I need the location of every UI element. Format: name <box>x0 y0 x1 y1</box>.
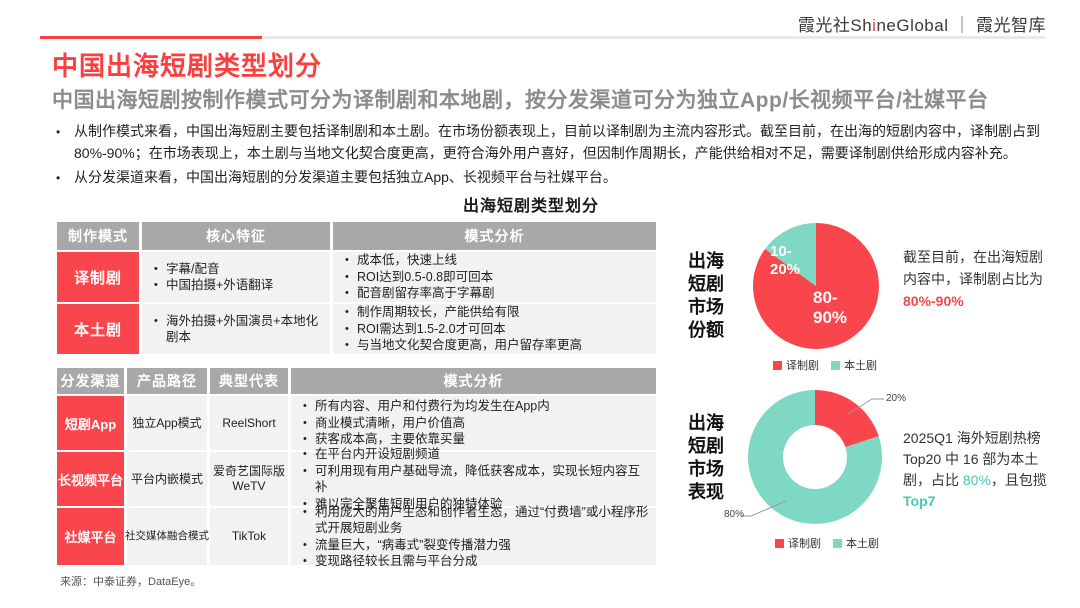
leader-line-20 <box>847 398 884 415</box>
row-label-drama-app: 短剧App <box>57 396 124 450</box>
feature-item: 字幕/配音 <box>154 261 326 278</box>
analysis-item: 获客成本高，主要依靠买量 <box>303 431 652 448</box>
donut-chart-title: 出海短剧市场表现 <box>688 413 724 502</box>
annotation-text: 截至目前，在出海短剧 内容中，译制剧占比为 <box>903 249 1043 287</box>
analysis-cell: 制作周期较长，产能供给有限 ROI需达到1.5-2.0才可回本 与当地文化契合度… <box>333 304 656 354</box>
legend-swatch-teal <box>831 360 840 370</box>
row-label-translated-drama: 译制剧 <box>57 252 139 302</box>
product-path-cell: 社交媒体融合模式 <box>125 508 209 565</box>
analysis-item: 制作周期较长，产能供给有限 <box>345 304 652 321</box>
annotation-highlight-red: 80%-90% <box>903 293 964 309</box>
analysis-item: 所有内容、用户和付费行为均发生在App内 <box>303 398 652 415</box>
analysis-cell: 所有内容、用户和付费行为均发生在App内 商业模式清晰，用户价值高 获客成本高，… <box>291 396 656 450</box>
pie-annotation: 截至目前，在出海短剧 内容中，译制剧占比为 80%-90% <box>903 246 1063 312</box>
product-path-cell: 独立App模式 <box>127 396 207 450</box>
legend-item-local: 本土剧 <box>833 535 879 551</box>
row-label-social-media-platform: 社媒平台 <box>57 508 124 565</box>
analysis-item: 利用庞大的用户生态和创作者生态，通过“付费墙”或小程序形式开展短剧业务 <box>303 504 652 537</box>
row-label-local-drama: 本土剧 <box>57 304 139 354</box>
bullet-distribution-channel: • 从分发渠道来看，中国出海短剧的分发渠道主要包括独立App、长视频平台与社媒平… <box>56 166 1046 189</box>
production-mode-table: 制作模式 核心特征 模式分析 译制剧 字幕/配音 中国拍摄+外语翻译 成本低，快… <box>57 222 656 354</box>
page-subtitle: 中国出海短剧按制作模式可分为译制剧和本地剧，按分发渠道可分为独立App/长视频平… <box>52 89 989 112</box>
legend-swatch-teal <box>833 538 842 548</box>
bullet-production-mode: • 从制作模式来看，中国出海短剧主要包括译制剧和本土剧。在市场份额表现上，目前以… <box>56 120 1046 164</box>
bullet-dot: • <box>56 125 61 139</box>
donut-legend: 译制剧 本土剧 <box>775 535 879 551</box>
pie-chart-title: 出海短剧市场份额 <box>688 251 724 340</box>
source-note: 来源：中泰证券，DataEye。 <box>60 576 202 588</box>
divider-accent <box>40 36 262 39</box>
logo-separator: ｜ <box>953 16 971 35</box>
annotation-text: 2025Q1 海外短剧热榜 Top20 中 16 部为本土 剧，占比 <box>903 430 1041 488</box>
header-divider <box>40 36 1045 39</box>
annotation-highlight-teal: 80% <box>962 472 991 488</box>
leader-line-80 <box>741 500 787 517</box>
feature-item: 海外拍摄+外国演员+本地化剧本 <box>154 313 326 346</box>
legend-swatch-red <box>773 360 782 370</box>
bullet-dot: • <box>56 171 61 185</box>
analysis-item: 与当地文化契合度更高，用户留存率更高 <box>345 337 652 354</box>
pie-slice-label-local: 10-20% <box>770 243 801 278</box>
feature-item: 中国拍摄+外语翻译 <box>154 277 326 294</box>
analysis-cell: 利用庞大的用户生态和创作者生态，通过“付费墙”或小程序形式开展短剧业务 流量巨大… <box>291 504 656 569</box>
representative-cell: TikTok <box>210 508 288 565</box>
logo-prefix: 霞光社Sh <box>797 16 873 35</box>
representative-cell: 爱奇艺国际版 WeTV <box>210 452 288 506</box>
legend-label: 本土剧 <box>844 360 877 372</box>
logo-middle: neGlobal <box>876 16 949 35</box>
legend-item-translated: 译制剧 <box>773 357 819 373</box>
column-header: 核心特征 <box>142 222 330 250</box>
analysis-item: 配音剧留存率高于字幕剧 <box>345 285 652 302</box>
row-label-long-video-platform: 长视频平台 <box>57 452 124 506</box>
annotation-text: ，且包揽 <box>990 472 1047 488</box>
product-path-cell: 平台内嵌模式 <box>127 452 207 506</box>
legend-item-local: 本土剧 <box>831 357 877 373</box>
intro-bullets: • 从制作模式来看，中国出海短剧主要包括译制剧和本土剧。在市场份额表现上，目前以… <box>56 120 1046 191</box>
features-cell: 字幕/配音 中国拍摄+外语翻译 <box>142 252 330 302</box>
representative-cell: ReelShort <box>210 396 288 450</box>
legend-item-translated: 译制剧 <box>775 535 821 551</box>
legend-label: 译制剧 <box>786 360 819 372</box>
analysis-item: ROI达到0.5-0.8即可回本 <box>345 269 652 286</box>
analysis-item: 商业模式清晰，用户价值高 <box>303 415 652 432</box>
analysis-cell: 在平台内开设短剧频道 可利用现有用户基础导流，降低获客成本，实现长短内容互补 难… <box>291 446 656 512</box>
annotation-highlight-top7: Top7 <box>903 493 936 509</box>
donut-annotation: 2025Q1 海外短剧热榜 Top20 中 16 部为本土 剧，占比 80%，且… <box>903 428 1063 512</box>
market-performance-donut-chart <box>741 390 884 524</box>
column-header: 分发渠道 <box>57 368 124 394</box>
legend-swatch-red <box>775 538 784 548</box>
column-header: 模式分析 <box>291 368 656 394</box>
pie-legend: 译制剧 本土剧 <box>773 357 877 373</box>
legend-label: 译制剧 <box>788 538 821 550</box>
analysis-cell: 成本低，快速上线 ROI达到0.5-0.8即可回本 配音剧留存率高于字幕剧 <box>333 252 656 302</box>
analysis-item: 成本低，快速上线 <box>345 252 652 269</box>
logo-accent: i <box>872 16 877 35</box>
column-header: 制作模式 <box>57 222 139 250</box>
analysis-item: 可利用现有用户基础导流，降低获客成本，实现长短内容互补 <box>303 463 652 496</box>
analysis-item: ROI需达到1.5-2.0才可回本 <box>345 321 652 338</box>
column-header: 典型代表 <box>210 368 288 394</box>
bullet-text: 从制作模式来看，中国出海短剧主要包括译制剧和本土剧。在市场份额表现上，目前以译制… <box>74 123 1040 161</box>
features-cell: 海外拍摄+外国演员+本地化剧本 <box>142 304 330 354</box>
logo-suffix: 霞光智库 <box>976 16 1046 35</box>
legend-label: 本土剧 <box>846 538 879 550</box>
analysis-item: 变现路径较长且需与平台分成 <box>303 553 652 570</box>
market-share-pie-chart <box>753 223 879 349</box>
page-title: 中国出海短剧类型划分 <box>52 51 323 81</box>
distribution-channel-table: 分发渠道 产品路径 典型代表 模式分析 短剧App 独立App模式 ReelSh… <box>57 368 656 569</box>
column-header: 产品路径 <box>127 368 207 394</box>
analysis-item: 在平台内开设短剧频道 <box>303 446 652 463</box>
donut-callout-local: 80% <box>723 509 744 520</box>
analysis-item: 流量巨大，“病毒式”裂变传播潜力强 <box>303 537 652 554</box>
brand-logo: 霞光社ShineGlobal ｜ 霞光智库 <box>798 11 1046 36</box>
pie-slice-label-translated: 80-90% <box>813 288 848 327</box>
column-header: 模式分析 <box>333 222 656 250</box>
donut-callout-translated: 20% <box>886 393 907 404</box>
bullet-text: 从分发渠道来看，中国出海短剧的分发渠道主要包括独立App、长视频平台与社媒平台。 <box>74 169 617 185</box>
section-title: 出海短剧类型划分 <box>463 198 600 215</box>
